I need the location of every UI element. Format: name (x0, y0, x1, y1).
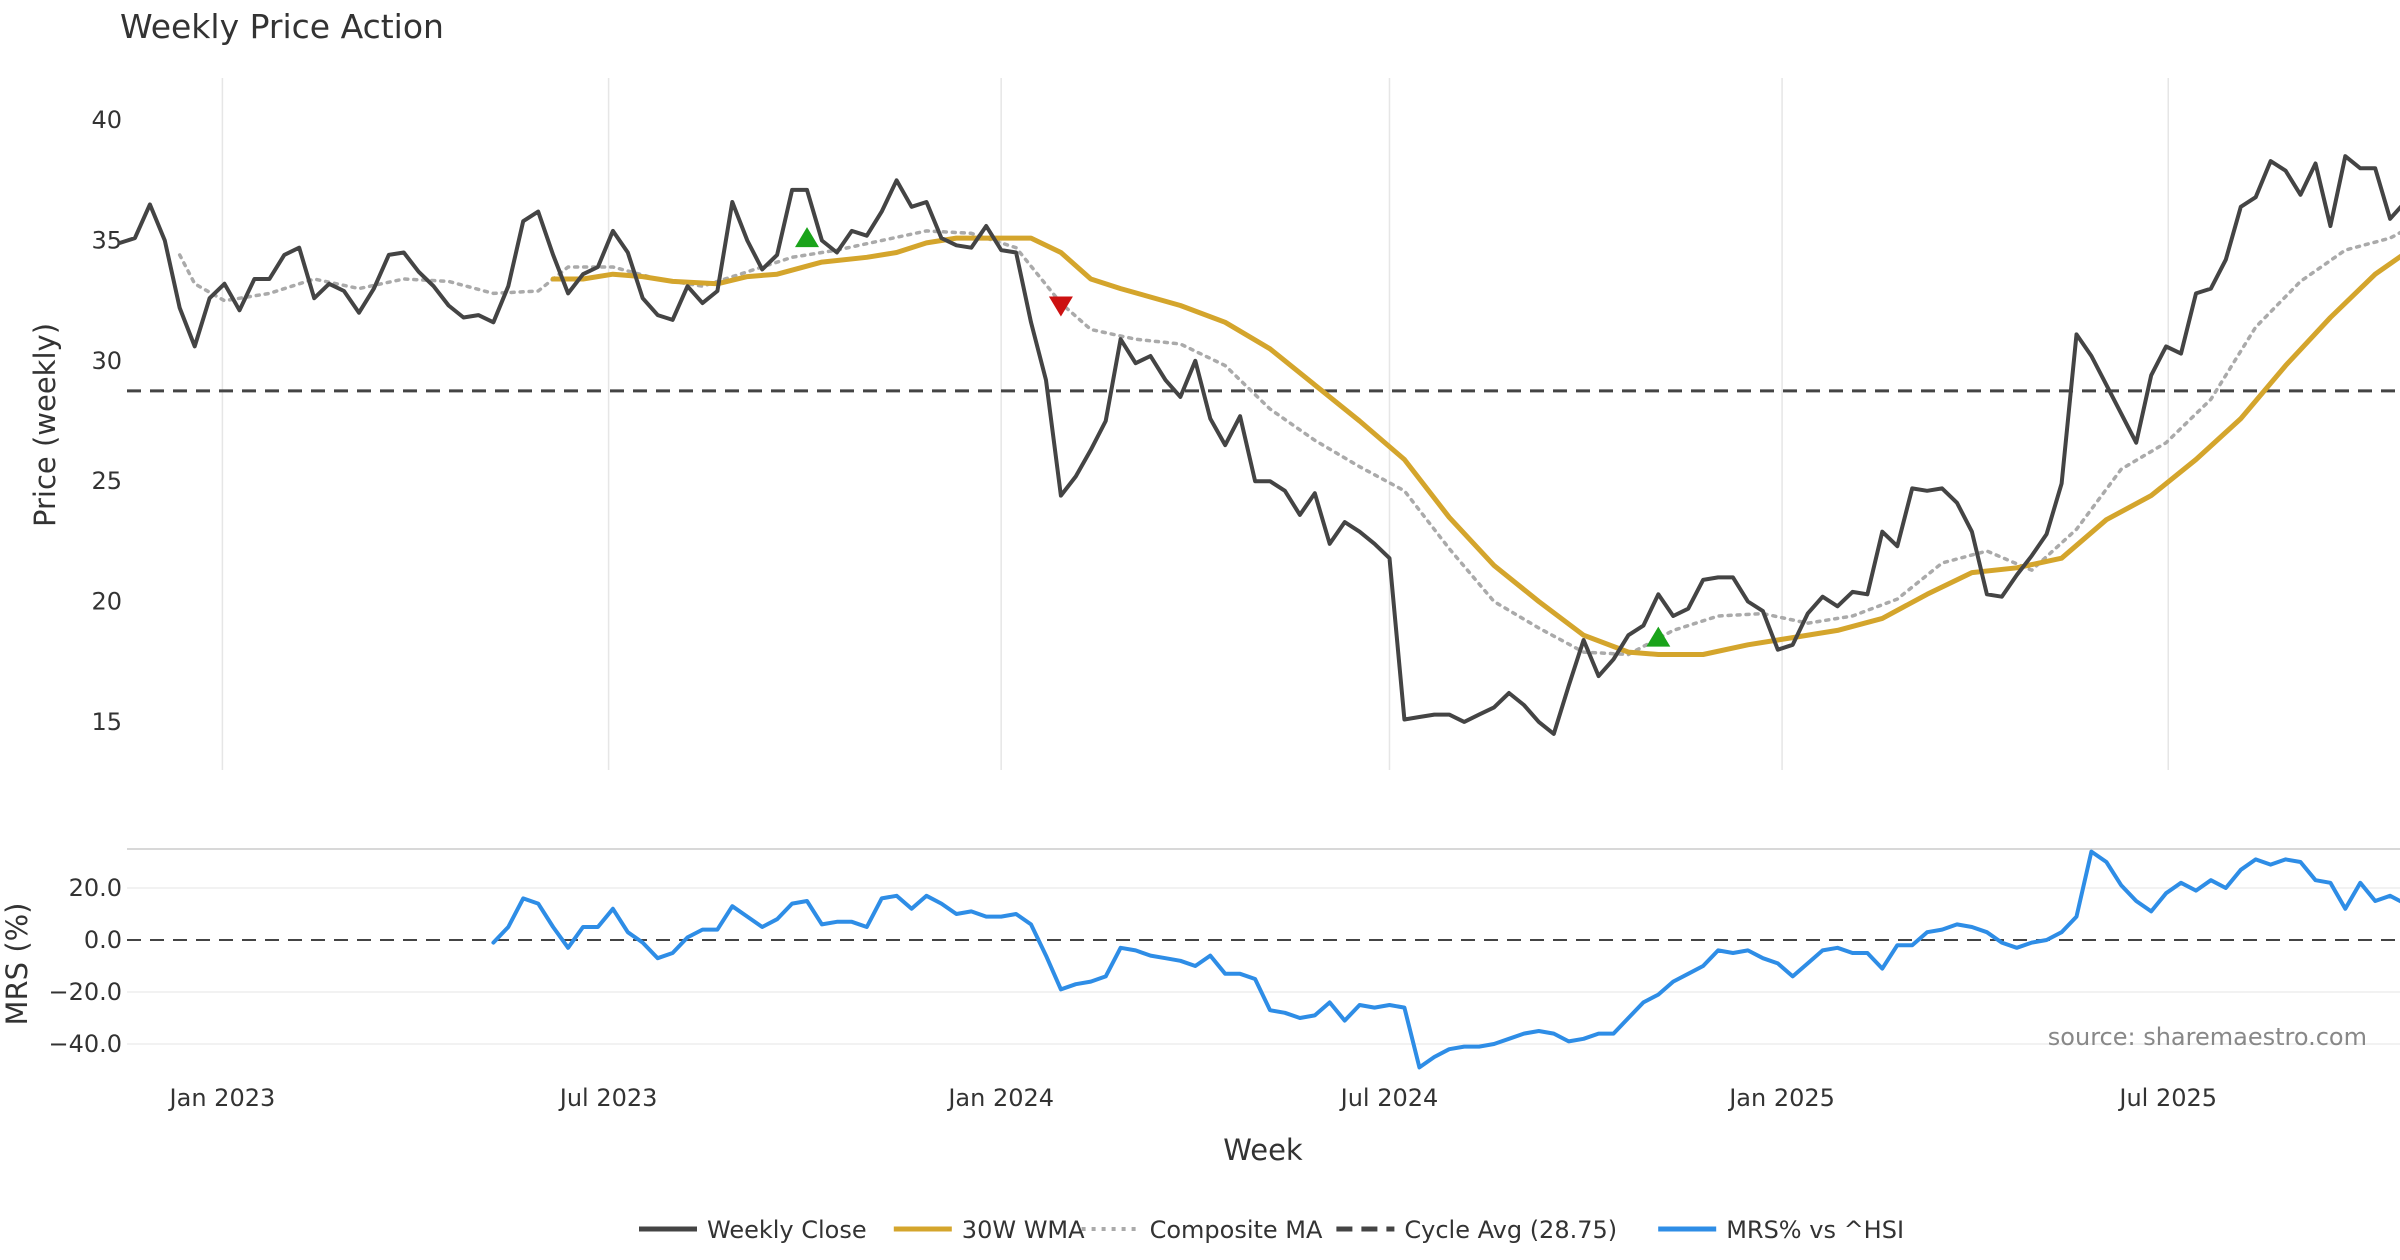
x-tick-label-3: Jul 2024 (1339, 1084, 1439, 1112)
legend-label-weekly-close: Weekly Close (707, 1216, 867, 1244)
weekly-close-line (118, 154, 2400, 736)
mrs-line (491, 849, 2400, 1070)
x-tick-label-2: Jan 2024 (946, 1084, 1054, 1112)
price-y-tick-25: 25 (91, 467, 122, 495)
legend-label-composite-ma: Composite MA (1150, 1216, 1323, 1244)
mrs-y-tick-2: −20.0 (48, 978, 122, 1006)
x-tick-label-1: Jul 2023 (558, 1084, 658, 1112)
legend-label-cycle-avg-28-75: Cycle Avg (28.75) (1404, 1216, 1617, 1244)
mrs-y-ticks: 20.0 0.0 −20.0 −40.0 (48, 874, 122, 1058)
legend-label-30w-wma: 30W WMA (962, 1216, 1085, 1244)
price-series (118, 154, 2400, 736)
x-tick-label-5: Jul 2025 (2117, 1084, 2217, 1112)
buy-signal-marker-0 (795, 227, 820, 248)
x-axis-ticks: Jan 2023 Jul 2023 Jan 2024 Jul 2024 Jan 2025… (168, 1084, 2218, 1112)
source-note: source: sharemaestro.com (2048, 1023, 2367, 1051)
signal-markers (795, 227, 1671, 647)
price-y-ticks: 15 20 25 30 35 40 (91, 106, 122, 736)
composite-ma-line (177, 229, 2400, 657)
x-axis-label: Week (1223, 1133, 1303, 1167)
mrs-series (491, 849, 2400, 1070)
price-grid (221, 78, 2169, 770)
price-y-tick-30: 30 (91, 347, 122, 375)
price-y-tick-20: 20 (91, 588, 122, 616)
mrs-y-axis-label: MRS (%) (0, 903, 34, 1026)
mrs-y-tick-1: 0.0 (84, 926, 122, 954)
x-tick-label-0: Jan 2023 (168, 1084, 276, 1112)
price-y-tick-15: 15 (91, 708, 122, 736)
price-panel: 15 20 25 30 35 40 Weekly Price Action Price (… (28, 7, 2400, 770)
mrs-panel: 20.0 0.0 −20.0 −40.0 MRS (%) source: sharem… (0, 848, 2400, 1070)
price-y-axis-label: Price (weekly) (28, 323, 62, 527)
mrs-y-tick-0: 20.0 (69, 874, 122, 902)
sell-signal-marker-1 (1048, 296, 1073, 317)
price-y-tick-35: 35 (91, 226, 122, 254)
mrs-grid (127, 887, 2400, 1045)
chart-title: Weekly Price Action (120, 7, 444, 46)
price-y-tick-40: 40 (91, 106, 122, 134)
mrs-y-tick-3: −40.0 (48, 1030, 122, 1058)
legend: Weekly Close 30W WMA Composite MA Cycle Avg… (639, 1216, 1904, 1244)
x-tick-label-4: Jan 2025 (1727, 1084, 1835, 1112)
30w-wma-line (550, 235, 2400, 657)
legend-label-mrs-vs-hsi: MRS% vs ^HSI (1726, 1216, 1904, 1244)
buy-signal-marker-2 (1646, 626, 1671, 647)
